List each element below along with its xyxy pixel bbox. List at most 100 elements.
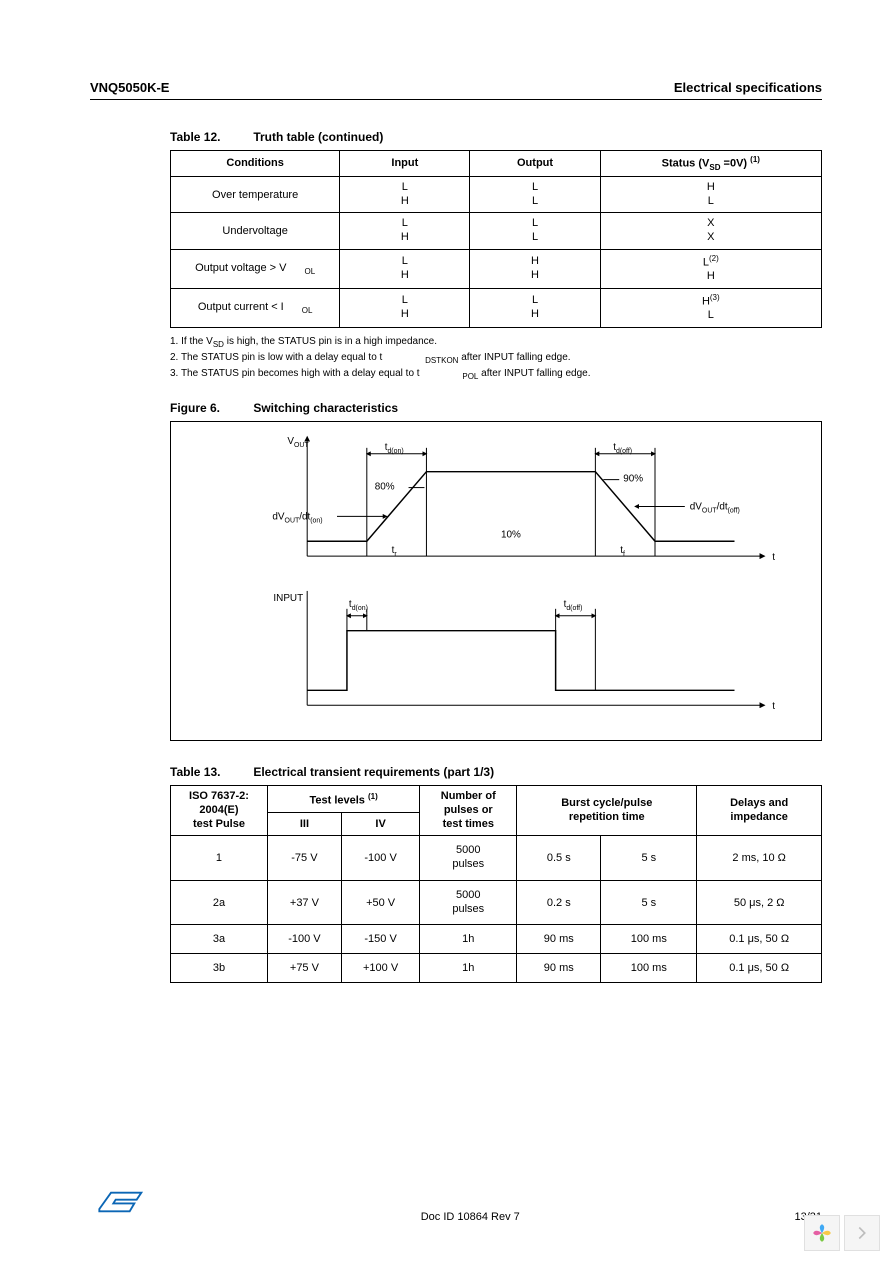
th-delay: Delays and impedance xyxy=(697,786,822,836)
cell: 2 ms, 10 Ω xyxy=(697,836,822,881)
cell: -75 V xyxy=(267,836,341,881)
page: VNQ5050K-E Electrical specifications Tab… xyxy=(0,0,892,1263)
flower-icon[interactable] xyxy=(804,1215,840,1251)
next-page-button[interactable] xyxy=(844,1215,880,1251)
cell: +100 V xyxy=(341,954,419,983)
cell-status: XX xyxy=(600,213,821,250)
figure6-caption-label: Figure 6. xyxy=(170,401,250,415)
table13-caption-label: Table 13. xyxy=(170,765,250,779)
footer-docid: Doc ID 10864 Rev 7 xyxy=(146,1211,794,1223)
header-section-title: Electrical specifications xyxy=(674,80,822,95)
th-status-tail: =0V) xyxy=(720,158,747,170)
table13-header-row1: ISO 7637-2: 2004(E) test Pulse Test leve… xyxy=(171,786,822,813)
table-row: 3b+75 V+100 V1h90 ms100 ms0.1 μs, 50 Ω xyxy=(171,954,822,983)
cell: 3b xyxy=(171,954,268,983)
footnote-3: 3. The STATUS pin becomes high with a de… xyxy=(170,368,822,381)
th-input: Input xyxy=(340,151,470,177)
th-output: Output xyxy=(470,151,600,177)
cell: 1h xyxy=(420,954,517,983)
th-levels: Test levels (1) xyxy=(267,786,419,813)
cell: 50 μs, 2 Ω xyxy=(697,880,822,925)
svg-text:td(on): td(on) xyxy=(349,599,368,612)
table-row: 2a+37 V+50 V5000pulses0.2 s5 s50 μs, 2 Ω xyxy=(171,880,822,925)
page-header: VNQ5050K-E Electrical specifications xyxy=(90,80,822,100)
th-level-iv: IV xyxy=(341,812,419,836)
cell: 5 s xyxy=(601,880,697,925)
cell-status: HL xyxy=(600,176,821,213)
th-level-iii: III xyxy=(267,812,341,836)
cell-conditions: Output current < IOL xyxy=(171,289,340,328)
cell-out: LL xyxy=(470,213,600,250)
svg-text:td(off): td(off) xyxy=(564,599,583,612)
svg-text:80%: 80% xyxy=(375,482,395,493)
figure6: VOUT t 80% 90% 10% td(on) td(off xyxy=(170,421,822,741)
cell: 5000pulses xyxy=(420,880,517,925)
cell: +75 V xyxy=(267,954,341,983)
cell: +50 V xyxy=(341,880,419,925)
cell: -100 V xyxy=(267,925,341,954)
svg-text:td(off): td(off) xyxy=(613,442,632,455)
header-part-number: VNQ5050K-E xyxy=(90,80,169,95)
cell-in: LH xyxy=(340,213,470,250)
th-status-a: Status (V xyxy=(662,158,710,170)
footnote-2: 2. The STATUS pin is low with a delay eq… xyxy=(170,352,822,365)
table13-caption-text: Electrical transient requirements (part … xyxy=(253,765,494,779)
table-row: Output voltage > VOLLHHHL(2)H xyxy=(171,249,822,288)
cell: 0.1 μs, 50 Ω xyxy=(697,925,822,954)
figure6-caption-text: Switching characteristics xyxy=(253,401,398,415)
table12: Conditions Input Output Status (VSD =0V)… xyxy=(170,150,822,328)
page-footer: Doc ID 10864 Rev 7 13/31 xyxy=(90,1184,822,1223)
cell-out: HH xyxy=(470,249,600,288)
cell-status: L(2)H xyxy=(600,249,821,288)
table12-header-row: Conditions Input Output Status (VSD =0V)… xyxy=(171,151,822,177)
cell-conditions: Output voltage > VOL xyxy=(171,249,340,288)
cell: 90 ms xyxy=(517,925,601,954)
th-status-sub: SD xyxy=(709,163,720,172)
cell: 5 s xyxy=(601,836,697,881)
th-number: Number of pulses or test times xyxy=(420,786,517,836)
cell-in: LH xyxy=(340,249,470,288)
figure6-svg: VOUT t 80% 90% 10% td(on) td(off xyxy=(171,422,821,740)
cell-conditions: Over temperature xyxy=(171,176,340,213)
svg-text:dVOUT/dt(off): dVOUT/dt(off) xyxy=(690,502,740,515)
cell: 3a xyxy=(171,925,268,954)
cell: 5000pulses xyxy=(420,836,517,881)
table12-caption: Table 12. Truth table (continued) xyxy=(170,130,822,144)
table-row: Output current < IOLLHLHH(3)L xyxy=(171,289,822,328)
cell: 0.5 s xyxy=(517,836,601,881)
table-row: 3a-100 V-150 V1h90 ms100 ms0.1 μs, 50 Ω xyxy=(171,925,822,954)
th-pulse: ISO 7637-2: 2004(E) test Pulse xyxy=(171,786,268,836)
st-logo-icon xyxy=(90,1184,146,1223)
cell-status: H(3)L xyxy=(600,289,821,328)
svg-text:INPUT: INPUT xyxy=(273,593,303,604)
figure6-caption: Figure 6. Switching characteristics xyxy=(170,401,822,415)
th-status: Status (VSD =0V) (1) xyxy=(600,151,821,177)
svg-text:VOUT: VOUT xyxy=(287,436,309,449)
cell: 100 ms xyxy=(601,925,697,954)
table12-caption-text: Truth table (continued) xyxy=(253,130,383,144)
table-row: Over temperatureLHLLHL xyxy=(171,176,822,213)
svg-text:t: t xyxy=(772,552,775,563)
cell-in: LH xyxy=(340,176,470,213)
svg-text:t: t xyxy=(772,701,775,712)
cell-out: LL xyxy=(470,176,600,213)
cell: -150 V xyxy=(341,925,419,954)
cell-in: LH xyxy=(340,289,470,328)
table12-footnotes: 1. If the VSD is high, the STATUS pin is… xyxy=(170,336,822,381)
th-status-sup: (1) xyxy=(750,155,760,164)
cell: +37 V xyxy=(267,880,341,925)
cell: 1h xyxy=(420,925,517,954)
svg-text:10%: 10% xyxy=(501,529,521,540)
table12-caption-label: Table 12. xyxy=(170,130,250,144)
svg-text:td(on): td(on) xyxy=(385,442,404,455)
cell: -100 V xyxy=(341,836,419,881)
svg-text:90%: 90% xyxy=(623,474,643,485)
cell: 0.1 μs, 50 Ω xyxy=(697,954,822,983)
content-area: Table 12. Truth table (continued) Condit… xyxy=(170,130,822,983)
svg-text:dVOUT/dt(on): dVOUT/dt(on) xyxy=(272,512,322,525)
cell: 1 xyxy=(171,836,268,881)
cell: 100 ms xyxy=(601,954,697,983)
table-row: UndervoltageLHLLXX xyxy=(171,213,822,250)
footnote-1: 1. If the VSD is high, the STATUS pin is… xyxy=(170,336,822,349)
table-row: 1-75 V-100 V5000pulses0.5 s5 s2 ms, 10 Ω xyxy=(171,836,822,881)
